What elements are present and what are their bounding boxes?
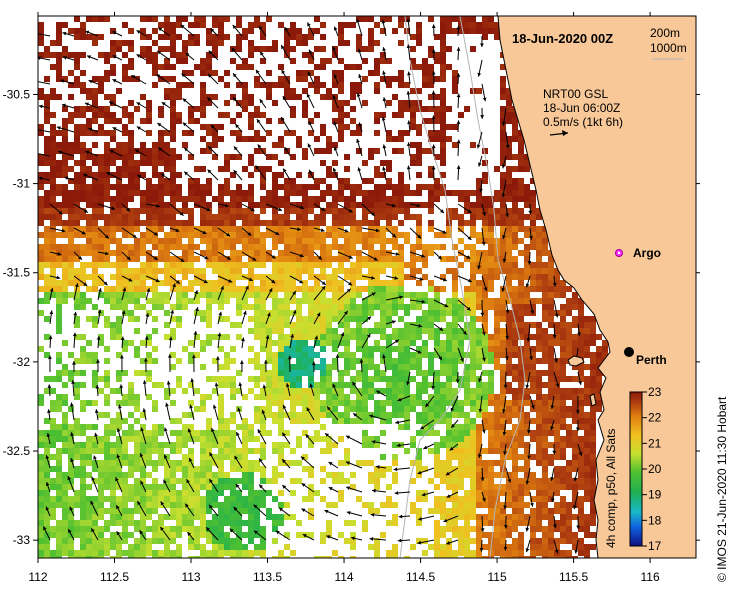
current-time: 18-Jun 06:00Z <box>543 101 620 115</box>
perth-label: Perth <box>636 353 667 367</box>
rottnest-island <box>567 355 585 367</box>
colorbar-tick-label: 17 <box>648 539 662 553</box>
contour-legend-1000m: 1000m <box>650 41 687 55</box>
y-tick-label: -32 <box>13 355 31 369</box>
colorbar-gradient <box>629 391 643 547</box>
y-axis: -30.5 -31 -31.5 -32 -32.5 -33 <box>3 87 700 547</box>
colorbar-tick-label: 18 <box>648 513 662 527</box>
x-axis: 112 112.5 113 113.5 114 114.5 115 115.5 116 <box>28 12 660 584</box>
y-tick-label: -31 <box>13 177 31 191</box>
y-tick-label: -31.5 <box>3 266 31 280</box>
x-tick-label: 115 <box>487 570 506 584</box>
colorbar-tick-label: 21 <box>648 436 662 450</box>
colorbar-tick-label: 23 <box>648 385 662 399</box>
argo-marker <box>615 249 623 257</box>
x-tick-label: 114 <box>334 570 353 584</box>
y-tick-label: -33 <box>13 533 31 547</box>
current-info: NRT00 GSL 18-Jun 06:00Z 0.5m/s (1kt 6h) <box>543 87 623 136</box>
sst-pixel-layer <box>38 16 608 558</box>
perth-marker <box>624 347 634 357</box>
x-tick-label: 112 <box>28 570 47 584</box>
colorbar-tick-label: 19 <box>648 488 662 502</box>
map-title: 18-Jun-2020 00Z <box>512 31 613 46</box>
x-tick-label: 115.5 <box>559 570 588 584</box>
colorbar-label: 4h comp, p50, All Sats <box>604 429 618 548</box>
colorbar: 17 18 19 20 21 22 23 4h comp, p50, All Sats <box>604 385 662 553</box>
isobath-200m <box>459 16 526 558</box>
contour-legend: 200m 1000m <box>650 26 687 60</box>
garden-island <box>589 393 597 407</box>
x-tick-label: 112.5 <box>100 570 129 584</box>
current-scale-arrowhead <box>562 130 568 136</box>
places: Argo Perth <box>615 246 667 367</box>
y-tick-label: -32.5 <box>3 444 31 458</box>
x-tick-label: 114.5 <box>406 570 435 584</box>
current-scale-text: 0.5m/s (1kt 6h) <box>543 115 623 129</box>
isobath-contours <box>399 16 526 558</box>
plot-frame <box>37 15 697 559</box>
land-mass <box>497 16 696 558</box>
colorbar-ticks: 17 18 19 20 21 22 23 <box>642 385 662 553</box>
colorbar-tick-label: 20 <box>648 462 662 476</box>
x-tick-label: 116 <box>641 570 660 584</box>
colorbar-tick-label: 22 <box>648 411 662 425</box>
current-arrows <box>38 18 583 554</box>
current-source: NRT00 GSL <box>543 87 608 101</box>
isobath-1000m <box>399 16 471 558</box>
x-tick-label: 113.5 <box>253 570 282 584</box>
argo-label: Argo <box>633 246 661 260</box>
credit-text: © IMOS 21-Jun-2020 11:30 Hobart <box>715 396 729 582</box>
contour-legend-200m: 200m <box>650 26 680 40</box>
y-tick-label: -30.5 <box>3 87 31 101</box>
x-tick-label: 113 <box>181 570 200 584</box>
